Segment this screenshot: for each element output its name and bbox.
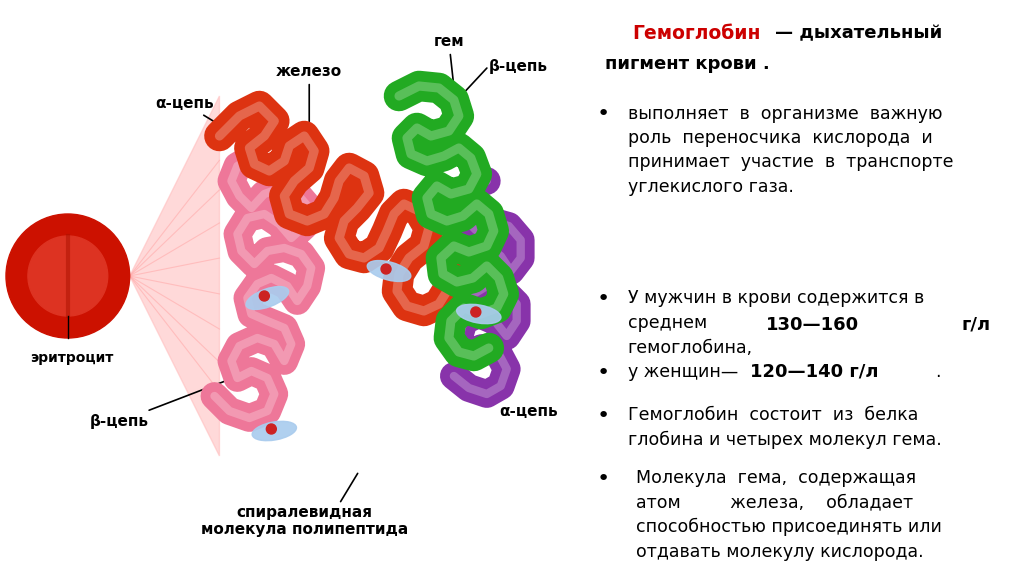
Text: α-цепь: α-цепь	[499, 404, 557, 419]
Circle shape	[259, 291, 269, 301]
Text: •: •	[596, 363, 609, 383]
Text: железо: железо	[276, 64, 342, 161]
Text: 120—140 г/л: 120—140 г/л	[750, 363, 879, 381]
Text: Молекула  гема,  содержащая
атом         железа,    обладает
способностью присое: Молекула гема, содержащая атом железа, о…	[637, 469, 942, 560]
Ellipse shape	[246, 287, 289, 309]
Text: .: .	[935, 363, 940, 381]
Text: эритроцит: эритроцит	[30, 351, 114, 365]
Circle shape	[471, 307, 481, 317]
Text: β-цепь: β-цепь	[488, 59, 548, 74]
Text: среднем: среднем	[628, 314, 707, 332]
Text: Гемоглобин: Гемоглобин	[632, 24, 761, 43]
Text: •: •	[596, 104, 609, 124]
Text: у женщин—: у женщин—	[628, 363, 738, 381]
Text: α-цепь: α-цепь	[156, 96, 255, 146]
Ellipse shape	[457, 304, 501, 324]
Text: 130—160: 130—160	[766, 316, 859, 334]
Circle shape	[381, 264, 391, 274]
Text: β-цепь: β-цепь	[90, 372, 249, 429]
Circle shape	[266, 424, 276, 434]
Text: г/л: г/л	[962, 316, 991, 334]
Text: Гемоглобин  состоит  из  белка
глобина и четырех молекул гема.: Гемоглобин состоит из белка глобина и че…	[628, 406, 941, 449]
Circle shape	[28, 236, 108, 316]
Text: — дыхательный: — дыхательный	[774, 24, 942, 42]
Text: •: •	[596, 406, 609, 426]
Ellipse shape	[252, 421, 297, 441]
Ellipse shape	[368, 260, 411, 282]
Text: спиралевидная
молекула полипептида: спиралевидная молекула полипептида	[201, 505, 408, 537]
Text: •: •	[596, 469, 609, 490]
Text: гемоглобина,: гемоглобина,	[628, 339, 753, 357]
Text: гем: гем	[433, 34, 464, 111]
Circle shape	[6, 214, 130, 338]
Text: пигмент крови .: пигмент крови .	[605, 55, 770, 73]
Text: выполняет  в  организме  важную
роль  переносчика  кислорода  и
принимает  участ: выполняет в организме важную роль перено…	[628, 105, 953, 196]
Text: У мужчин в крови содержится в: У мужчин в крови содержится в	[628, 289, 924, 307]
Polygon shape	[130, 96, 219, 456]
Text: •: •	[596, 289, 609, 309]
